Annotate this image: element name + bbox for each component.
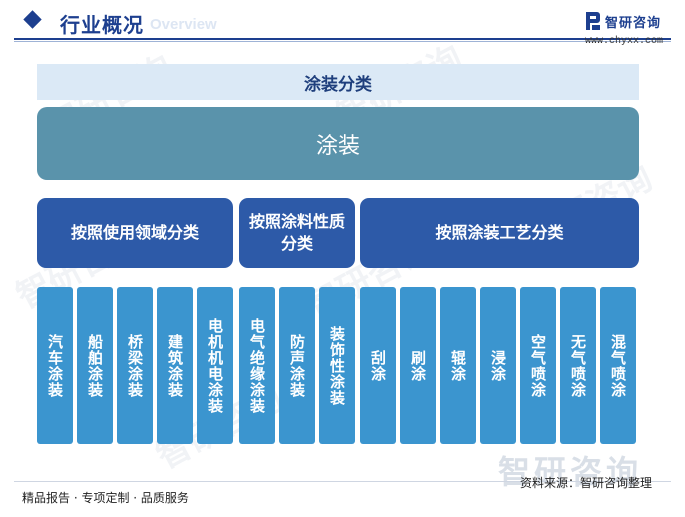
leaf-label: 电气绝缘涂装 (248, 317, 266, 414)
leaf-node: 辊涂 (440, 287, 476, 444)
leaf-node: 电机机电涂装 (197, 287, 233, 444)
diagram-root-node: 涂装 (37, 107, 639, 180)
footer-watermark: 智研咨询 (498, 453, 643, 491)
leaf-node: 防声涂装 (279, 287, 315, 444)
brand-logo-icon (585, 11, 601, 31)
diagram-banner: 涂装分类 (37, 64, 639, 100)
leaf-node: 刷涂 (400, 287, 436, 444)
leaf-node: 船舶涂装 (77, 287, 113, 444)
header-divider (14, 38, 671, 40)
leaf-label: 刮涂 (369, 349, 387, 382)
page-title: 行业概况 (60, 13, 144, 37)
source-note: 资料来源：智研咨询整理 (520, 476, 653, 490)
category-node-process: 按照涂装工艺分类 (360, 198, 639, 268)
leaf-label: 辊涂 (449, 349, 467, 382)
leaf-node: 刮涂 (360, 287, 396, 444)
header-diamond-icon (23, 10, 42, 29)
footer-divider (14, 481, 671, 482)
leaf-label: 桥梁涂装 (126, 333, 144, 398)
leaf-node: 空气喷涂 (520, 287, 556, 444)
leaf-label: 空气喷涂 (529, 333, 547, 398)
leaf-node: 装饰性涂装 (319, 287, 355, 444)
leaf-node: 电气绝缘涂装 (239, 287, 275, 444)
leaf-node: 桥梁涂装 (117, 287, 153, 444)
category-node-material: 按照涂料性质分类 (239, 198, 355, 268)
leaf-label: 刷涂 (409, 349, 427, 382)
leaf-node: 浸涂 (480, 287, 516, 444)
leaf-label: 建筑涂装 (166, 333, 184, 398)
leaf-node: 混气喷涂 (600, 287, 636, 444)
leaf-node: 无气喷涂 (560, 287, 596, 444)
category-node-usage: 按照使用领域分类 (37, 198, 233, 268)
leaf-label: 无气喷涂 (569, 333, 587, 398)
leaf-label: 防声涂装 (288, 333, 306, 398)
leaf-label: 电机机电涂装 (206, 317, 224, 414)
page-subtitle: Overview (150, 16, 217, 33)
leaf-node: 汽车涂装 (37, 287, 73, 444)
header-divider-thin (14, 41, 671, 42)
leaf-label: 船舶涂装 (86, 333, 104, 398)
leaf-label: 装饰性涂装 (328, 325, 346, 406)
leaf-node: 建筑涂装 (157, 287, 193, 444)
brand-logo: 智研咨询 (585, 11, 661, 31)
leaf-label: 混气喷涂 (609, 333, 627, 398)
footer-slogan: 精品报告 · 专项定制 · 品质服务 (22, 491, 189, 505)
brand-logo-name: 智研咨询 (605, 15, 662, 31)
leaf-label: 浸涂 (489, 349, 507, 382)
leaf-label: 汽车涂装 (46, 333, 64, 398)
brand-url: www.chyxx.com (585, 36, 664, 47)
